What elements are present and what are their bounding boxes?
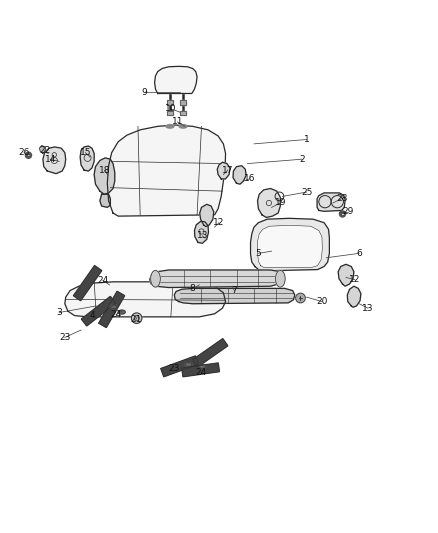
Polygon shape — [150, 270, 284, 287]
Ellipse shape — [166, 125, 174, 128]
Polygon shape — [65, 282, 226, 317]
Polygon shape — [81, 296, 116, 326]
Polygon shape — [338, 264, 354, 286]
Bar — [180, 111, 186, 115]
Polygon shape — [174, 288, 295, 304]
Text: 12: 12 — [213, 218, 225, 227]
Text: 24: 24 — [97, 276, 109, 285]
Text: 23: 23 — [59, 333, 71, 342]
Text: 12: 12 — [349, 275, 360, 284]
Text: 10: 10 — [165, 104, 177, 114]
Polygon shape — [251, 219, 329, 271]
Text: 15: 15 — [80, 148, 91, 157]
Polygon shape — [182, 363, 219, 377]
Text: 20: 20 — [316, 297, 328, 306]
Text: 25: 25 — [301, 188, 312, 197]
Ellipse shape — [118, 310, 125, 314]
Polygon shape — [258, 189, 280, 217]
Ellipse shape — [110, 305, 117, 309]
Text: 2: 2 — [300, 155, 305, 164]
Text: 28: 28 — [336, 194, 347, 203]
Text: 6: 6 — [356, 249, 362, 258]
Bar — [167, 111, 173, 115]
Ellipse shape — [185, 362, 192, 367]
Ellipse shape — [199, 365, 206, 368]
Ellipse shape — [151, 270, 160, 287]
Text: 9: 9 — [141, 87, 148, 96]
Text: 18: 18 — [99, 166, 111, 175]
Ellipse shape — [276, 270, 285, 287]
Bar — [180, 111, 186, 115]
Polygon shape — [99, 292, 125, 328]
Text: 21: 21 — [130, 316, 141, 325]
Text: 7: 7 — [231, 286, 237, 295]
Bar — [180, 100, 186, 106]
Text: 3: 3 — [56, 308, 62, 317]
Circle shape — [296, 293, 305, 303]
Polygon shape — [94, 158, 115, 194]
Polygon shape — [200, 204, 214, 227]
Polygon shape — [193, 338, 228, 367]
Polygon shape — [100, 194, 110, 207]
Bar — [180, 100, 186, 106]
Circle shape — [25, 152, 32, 158]
Polygon shape — [155, 66, 197, 93]
Polygon shape — [74, 265, 102, 301]
Text: 23: 23 — [168, 364, 180, 373]
Polygon shape — [347, 286, 361, 307]
Polygon shape — [107, 125, 226, 216]
Text: 24: 24 — [110, 310, 122, 319]
Text: 19: 19 — [275, 198, 286, 207]
Polygon shape — [194, 221, 208, 243]
Bar — [167, 100, 173, 106]
Ellipse shape — [179, 125, 187, 128]
Polygon shape — [39, 146, 46, 154]
Text: 5: 5 — [255, 249, 261, 258]
Polygon shape — [80, 146, 94, 171]
Polygon shape — [43, 147, 66, 174]
Polygon shape — [161, 356, 198, 377]
Circle shape — [339, 211, 346, 217]
Text: 24: 24 — [196, 368, 207, 377]
Text: 29: 29 — [343, 207, 354, 216]
Circle shape — [131, 313, 142, 324]
Text: 16: 16 — [244, 174, 255, 183]
Polygon shape — [217, 162, 230, 179]
Polygon shape — [258, 225, 322, 268]
Bar — [167, 111, 173, 115]
Text: 4: 4 — [89, 311, 95, 320]
Text: 11: 11 — [172, 117, 183, 126]
Text: 13: 13 — [362, 304, 374, 313]
Text: 13: 13 — [197, 231, 208, 240]
Bar — [167, 100, 173, 106]
Text: 26: 26 — [18, 148, 30, 157]
Polygon shape — [317, 193, 345, 211]
Polygon shape — [233, 166, 246, 184]
Text: 17: 17 — [222, 166, 233, 175]
Text: 8: 8 — [190, 284, 196, 293]
Text: 1: 1 — [304, 135, 310, 144]
Text: 22: 22 — [39, 146, 50, 155]
Text: 14: 14 — [45, 155, 56, 164]
